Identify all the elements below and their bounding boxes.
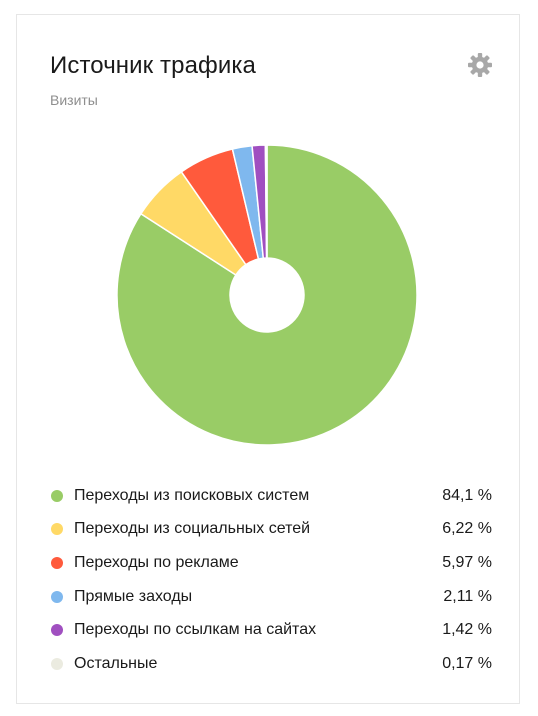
legend-item: Прямые заходы 2,11 %	[50, 580, 492, 614]
legend-value: 2,11 %	[443, 587, 492, 605]
legend-item: Переходы из социальных сетей 6,22 %	[50, 513, 492, 547]
traffic-source-card: Источник трафика Визиты Переходы из поис…	[16, 14, 520, 704]
legend-label: Остальные	[74, 654, 158, 672]
pie-slice[interactable]	[116, 144, 418, 446]
pie-slice[interactable]	[264, 144, 268, 259]
legend-label: Переходы из социальных сетей	[74, 520, 311, 538]
legend-item: Переходы из поисковых систем 84,1 %	[50, 479, 492, 513]
legend-label: Переходы по рекламе	[74, 553, 239, 571]
card-title: Источник трафика	[50, 52, 256, 79]
legend-value: 6,22 %	[442, 520, 492, 538]
legend-dot	[51, 556, 63, 569]
legend-value: 1,42 %	[442, 621, 492, 639]
legend-label: Переходы из поисковых систем	[74, 486, 310, 504]
chart-legend: Переходы из поисковых систем 84,1 % Пере…	[50, 479, 492, 681]
legend-value: 0,17 %	[442, 654, 492, 672]
legend-dot	[51, 590, 63, 603]
legend-item: Переходы по ссылкам на сайтах 1,42 %	[50, 613, 492, 647]
legend-item: Переходы по рекламе 5,97 %	[50, 546, 492, 580]
legend-label: Переходы по ссылкам на сайтах	[74, 621, 317, 639]
legend-dot	[51, 624, 63, 637]
legend-item: Остальные 0,17 %	[50, 647, 492, 681]
legend-dot	[51, 523, 63, 536]
card-subtitle: Визиты	[50, 92, 98, 108]
legend-dot	[51, 489, 63, 502]
legend-value: 5,97 %	[442, 553, 492, 571]
legend-dot	[51, 657, 63, 670]
legend-label: Прямые заходы	[74, 587, 193, 605]
legend-value: 84,1 %	[442, 486, 492, 504]
gear-icon[interactable]	[467, 52, 493, 78]
traffic-donut-chart	[116, 144, 418, 446]
